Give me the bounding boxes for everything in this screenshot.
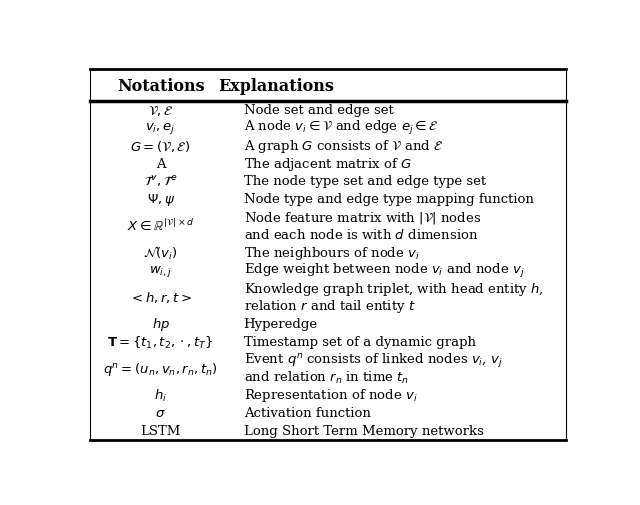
Text: relation $r$ and tail entity $t$: relation $r$ and tail entity $t$: [244, 297, 415, 314]
Text: $v_i, e_j$: $v_i, e_j$: [145, 121, 176, 136]
Text: Node type and edge type mapping function: Node type and edge type mapping function: [244, 193, 534, 206]
Text: $\mathcal{T}^v,\mathcal{T}^e$: $\mathcal{T}^v,\mathcal{T}^e$: [144, 174, 177, 189]
Text: $\Psi,\psi$: $\Psi,\psi$: [147, 191, 175, 208]
Text: Explanations: Explanations: [218, 77, 334, 94]
Text: LSTM: LSTM: [140, 424, 180, 437]
Text: Notations: Notations: [116, 77, 204, 94]
Text: $w_{i,j}$: $w_{i,j}$: [149, 263, 172, 278]
Text: A node $v_i \in \mathcal{V}$ and edge $e_j \in \mathcal{E}$: A node $v_i \in \mathcal{V}$ and edge $e…: [244, 119, 438, 137]
Text: A graph $G$ consists of $\mathcal{V}$ and $\mathcal{E}$: A graph $G$ consists of $\mathcal{V}$ an…: [244, 137, 443, 155]
Text: $q^n = (u_n, v_n, r_n, t_n)$: $q^n = (u_n, v_n, r_n, t_n)$: [103, 360, 218, 377]
Text: $\mathbf{T} = \{t_1, t_2, \cdot, t_T\}$: $\mathbf{T} = \{t_1, t_2, \cdot, t_T\}$: [108, 334, 214, 350]
Text: $hp$: $hp$: [152, 316, 170, 332]
Text: Knowledge graph triplet, with head entity $h$,: Knowledge graph triplet, with head entit…: [244, 280, 543, 297]
Text: $G = (\mathcal{V},\mathcal{E})$: $G = (\mathcal{V},\mathcal{E})$: [131, 138, 191, 154]
Text: $\sigma$: $\sigma$: [156, 407, 166, 420]
Text: The adjacent matrix of $G$: The adjacent matrix of $G$: [244, 155, 412, 172]
Text: $< h, r, t >$: $< h, r, t >$: [129, 290, 192, 305]
Text: Activation function: Activation function: [244, 407, 371, 420]
Text: A: A: [156, 157, 165, 170]
Text: Timestamp set of a dynamic graph: Timestamp set of a dynamic graph: [244, 335, 476, 348]
Text: Event $q^n$ consists of linked nodes $v_i$, $v_j$: Event $q^n$ consists of linked nodes $v_…: [244, 351, 502, 369]
Text: Long Short Term Memory networks: Long Short Term Memory networks: [244, 424, 484, 437]
Text: $\mathcal{V},\mathcal{E}$: $\mathcal{V},\mathcal{E}$: [148, 104, 173, 117]
Text: Edge weight between node $v_i$ and node $v_j$: Edge weight between node $v_i$ and node …: [244, 262, 524, 280]
Text: and each node is with $d$ dimension: and each node is with $d$ dimension: [244, 228, 478, 241]
Text: Node feature matrix with $| \mathcal{V} |$ nodes: Node feature matrix with $| \mathcal{V} …: [244, 210, 481, 226]
Text: Representation of node $v_i$: Representation of node $v_i$: [244, 387, 417, 403]
Text: Node set and edge set: Node set and edge set: [244, 104, 394, 117]
Text: The neighbours of node $v_i$: The neighbours of node $v_i$: [244, 244, 420, 261]
Text: The node type set and edge type set: The node type set and edge type set: [244, 175, 486, 188]
Text: $X \in \mathbb{R}^{|\mathcal{V}|\times d}$: $X \in \mathbb{R}^{|\mathcal{V}|\times d…: [127, 218, 195, 234]
Text: and relation $r_n$ in time $t_n$: and relation $r_n$ in time $t_n$: [244, 369, 409, 385]
Text: $\mathcal{N}(v_i)$: $\mathcal{N}(v_i)$: [143, 244, 178, 261]
Text: $h_i$: $h_i$: [154, 387, 167, 403]
Text: Hyperedge: Hyperedge: [244, 318, 318, 330]
